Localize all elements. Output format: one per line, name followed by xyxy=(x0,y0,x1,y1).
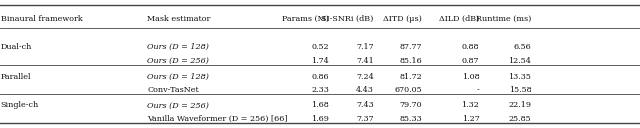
Text: 1.27: 1.27 xyxy=(461,115,479,123)
Text: 4.43: 4.43 xyxy=(356,86,374,94)
Text: Ours (D = 256): Ours (D = 256) xyxy=(147,57,209,65)
Text: SI-SNRi (dB): SI-SNRi (dB) xyxy=(321,15,374,23)
Text: 87.77: 87.77 xyxy=(399,43,422,51)
Text: 7.37: 7.37 xyxy=(356,115,374,123)
Text: 22.19: 22.19 xyxy=(508,101,531,109)
Text: 0.87: 0.87 xyxy=(462,57,479,65)
Text: Dual-ch: Dual-ch xyxy=(1,43,32,51)
Text: 25.85: 25.85 xyxy=(509,115,531,123)
Text: 85.16: 85.16 xyxy=(399,57,422,65)
Text: Conv-TasNet: Conv-TasNet xyxy=(147,86,199,94)
Text: 1.74: 1.74 xyxy=(311,57,329,65)
Text: 13.35: 13.35 xyxy=(508,73,531,81)
Text: 79.70: 79.70 xyxy=(399,101,422,109)
Text: 85.33: 85.33 xyxy=(399,115,422,123)
Text: 1.08: 1.08 xyxy=(461,73,479,81)
Text: Ours (D = 256): Ours (D = 256) xyxy=(147,101,209,109)
Text: ΔITD (μs): ΔITD (μs) xyxy=(383,15,422,23)
Text: 12.54: 12.54 xyxy=(508,57,531,65)
Text: 7.41: 7.41 xyxy=(356,57,374,65)
Text: Ours (D = 128): Ours (D = 128) xyxy=(147,73,209,81)
Text: Ours (D = 128): Ours (D = 128) xyxy=(147,43,209,51)
Text: 6.56: 6.56 xyxy=(513,43,531,51)
Text: 2.33: 2.33 xyxy=(311,86,329,94)
Text: Parallel: Parallel xyxy=(1,73,31,81)
Text: Runtime (ms): Runtime (ms) xyxy=(476,15,531,23)
Text: 670.05: 670.05 xyxy=(394,86,422,94)
Text: 0.86: 0.86 xyxy=(311,73,329,81)
Text: 81.72: 81.72 xyxy=(399,73,422,81)
Text: -: - xyxy=(477,86,479,94)
Text: Binaural framework: Binaural framework xyxy=(1,15,83,23)
Text: 7.43: 7.43 xyxy=(356,101,374,109)
Text: 0.88: 0.88 xyxy=(462,43,479,51)
Text: 0.52: 0.52 xyxy=(311,43,329,51)
Text: 7.17: 7.17 xyxy=(356,43,374,51)
Text: Single-ch: Single-ch xyxy=(1,101,39,109)
Text: ΔILD (dB): ΔILD (dB) xyxy=(439,15,479,23)
Text: 15.58: 15.58 xyxy=(509,86,531,94)
Text: 1.32: 1.32 xyxy=(461,101,479,109)
Text: 1.68: 1.68 xyxy=(311,101,329,109)
Text: Params (M): Params (M) xyxy=(282,15,329,23)
Text: Vanilla Waveformer (D = 256) [66]: Vanilla Waveformer (D = 256) [66] xyxy=(147,115,288,123)
Text: Mask estimator: Mask estimator xyxy=(147,15,211,23)
Text: 1.69: 1.69 xyxy=(311,115,329,123)
Text: 7.24: 7.24 xyxy=(356,73,374,81)
